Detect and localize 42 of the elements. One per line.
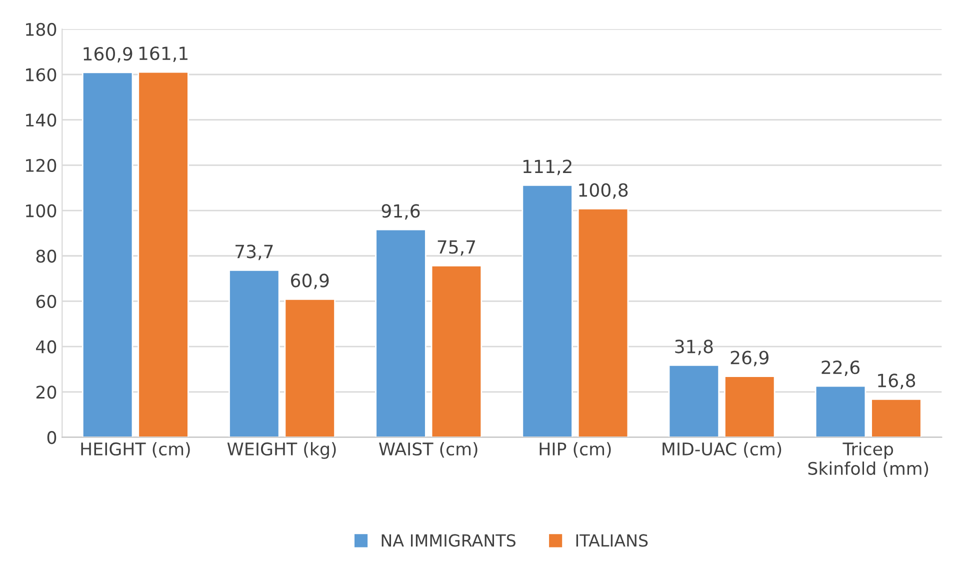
bar	[522, 184, 573, 438]
bar	[814, 385, 866, 438]
data-label: 75,7	[438, 240, 476, 256]
legend-label: NA IMMIGRANTS	[382, 534, 516, 547]
y-tick-label: 40	[36, 340, 56, 354]
bar	[228, 269, 280, 438]
bar	[375, 228, 426, 438]
y-tick-label: 80	[36, 250, 56, 263]
y-tick-label: 0	[47, 430, 56, 444]
y-tick-label: 160	[26, 68, 56, 82]
x-tick-label: MID-UAC (cm)	[662, 442, 782, 458]
y-tick-label: 100	[26, 204, 56, 218]
data-label: 31,8	[675, 340, 713, 356]
data-label: 73,7	[236, 244, 273, 260]
bar	[724, 376, 776, 438]
bar	[82, 72, 134, 438]
y-tick-label: 120	[26, 158, 56, 172]
bar	[577, 208, 629, 438]
bar	[284, 298, 336, 438]
x-tick-label: HIP (cm)	[540, 442, 611, 458]
data-label: 22,6	[822, 360, 860, 376]
data-label: 100,8	[579, 183, 628, 199]
bar	[430, 264, 482, 438]
y-tick-label: 140	[26, 114, 56, 127]
data-label: 160,9	[84, 46, 132, 62]
x-tick-label: WEIGHT (kg)	[227, 442, 336, 459]
x-tick-label: WAIST (cm)	[379, 442, 478, 458]
data-label: 161,1	[139, 46, 188, 62]
y-tick-label: 60	[36, 294, 56, 308]
data-label: 26,9	[730, 350, 768, 366]
y-tick-label: 20	[36, 386, 56, 399]
data-label: 16,8	[878, 374, 916, 390]
bar	[870, 398, 922, 438]
data-label: 91,6	[382, 204, 420, 220]
legend-label: ITALIANS	[576, 534, 648, 547]
bar	[668, 364, 720, 438]
x-tick-label: HEIGHT (cm)	[81, 442, 190, 458]
data-label: 60,9	[291, 274, 329, 290]
data-label: 111,2	[523, 160, 572, 176]
x-tick-label: Tricep Skinfold (mm)	[808, 442, 928, 478]
bar	[138, 71, 189, 438]
y-tick-label: 180	[26, 22, 56, 36]
